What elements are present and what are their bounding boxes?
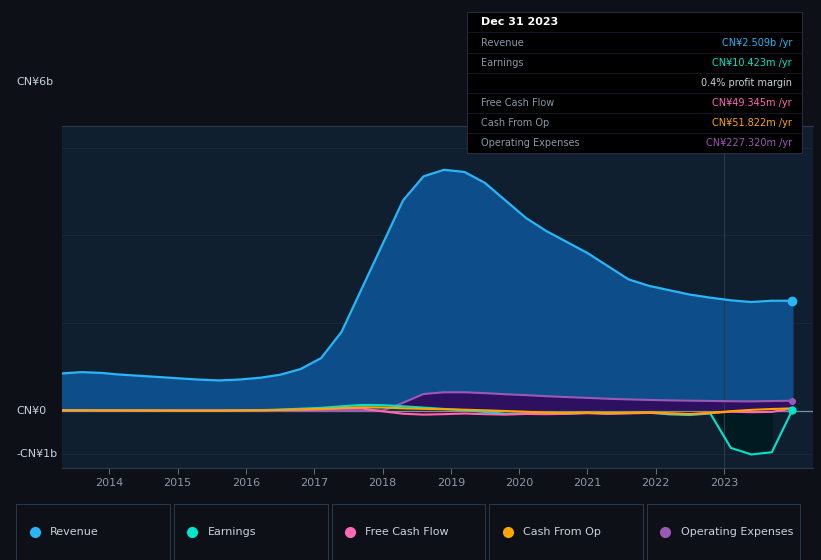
Text: Revenue: Revenue xyxy=(480,38,523,48)
Text: Operating Expenses: Operating Expenses xyxy=(681,527,793,537)
Text: Free Cash Flow: Free Cash Flow xyxy=(480,98,554,108)
Text: CN¥10.423m /yr: CN¥10.423m /yr xyxy=(713,58,792,68)
Text: Revenue: Revenue xyxy=(50,527,99,537)
Text: Cash From Op: Cash From Op xyxy=(480,118,548,128)
Text: 0.4% profit margin: 0.4% profit margin xyxy=(701,78,792,88)
Text: Cash From Op: Cash From Op xyxy=(523,527,601,537)
Text: CN¥49.345m /yr: CN¥49.345m /yr xyxy=(713,98,792,108)
Text: CN¥51.822m /yr: CN¥51.822m /yr xyxy=(712,118,792,128)
Text: Earnings: Earnings xyxy=(480,58,523,68)
Text: CN¥6b: CN¥6b xyxy=(16,77,53,87)
Text: Free Cash Flow: Free Cash Flow xyxy=(365,527,449,537)
Text: CN¥227.320m /yr: CN¥227.320m /yr xyxy=(706,138,792,148)
Text: CN¥0: CN¥0 xyxy=(16,405,47,416)
Text: Dec 31 2023: Dec 31 2023 xyxy=(480,17,557,27)
Text: Earnings: Earnings xyxy=(208,527,256,537)
Text: Operating Expenses: Operating Expenses xyxy=(480,138,579,148)
Text: CN¥2.509b /yr: CN¥2.509b /yr xyxy=(722,38,792,48)
Text: -CN¥1b: -CN¥1b xyxy=(16,450,57,459)
